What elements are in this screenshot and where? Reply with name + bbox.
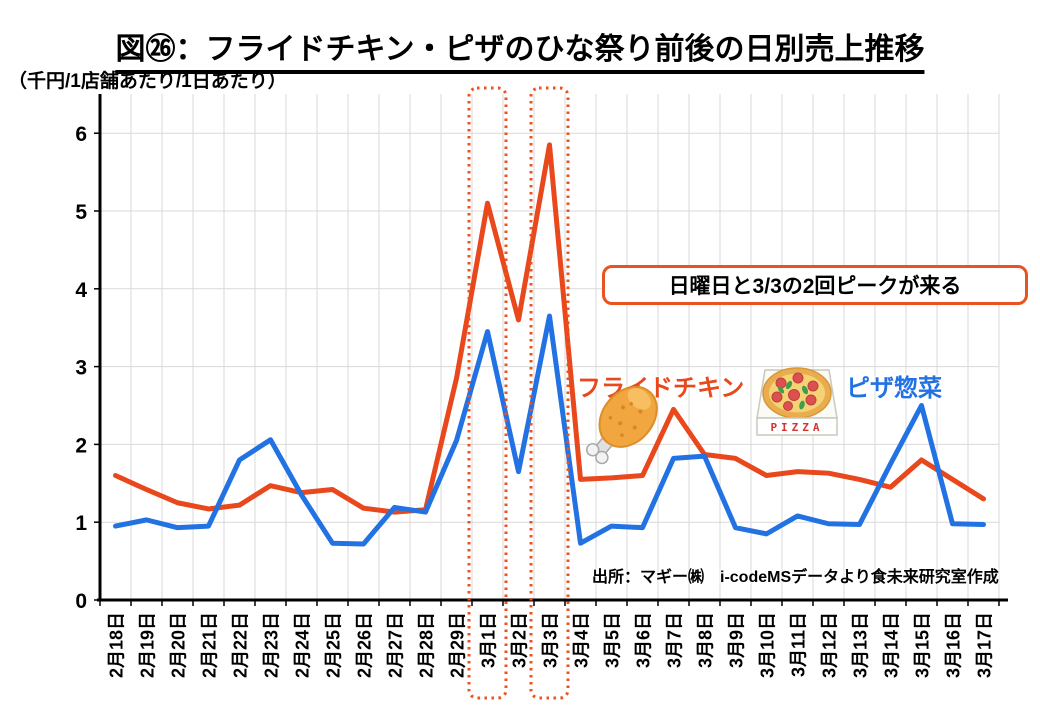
x-tick-label: 3月8日 <box>696 612 716 668</box>
basil-leaves <box>777 380 809 410</box>
x-tick-label: 3月3日 <box>541 612 561 668</box>
x-tick-label: 3月7日 <box>665 612 685 668</box>
x-tick-label: 3月1日 <box>479 612 499 668</box>
x-tick-label: 2月19日 <box>138 612 158 678</box>
x-tick-label: 3月6日 <box>634 612 654 668</box>
drumstick <box>585 385 658 465</box>
x-tick-label: 3月11日 <box>789 612 809 677</box>
highlight-box-1 <box>467 86 508 700</box>
x-tick-label: 2月24日 <box>293 612 313 678</box>
x-tick-label: 2月25日 <box>324 612 344 678</box>
x-tick-label: 2月27日 <box>386 612 406 678</box>
x-tick-label: 3月10日 <box>758 612 778 678</box>
x-tick-label: 2月26日 <box>355 612 375 678</box>
x-tick-label: 3月9日 <box>727 612 747 668</box>
y-tick-label: 6 <box>75 123 87 146</box>
chart-title: 図㉖：フライドチキン・ピザのひな祭り前後の日別売上推移 <box>115 24 925 74</box>
y-axis-unit-label: （千円/1店舗あたり/1日あたり） <box>8 71 287 92</box>
y-tick-label: 5 <box>75 201 87 224</box>
x-tick-label: 3月12日 <box>820 612 840 678</box>
series-line-pizza <box>113 313 986 547</box>
fried-chicken-icon <box>585 385 658 465</box>
y-tick-label: 1 <box>75 512 87 535</box>
x-tick-label: 3月5日 <box>603 612 623 668</box>
x-tick-label: 2月20日 <box>169 612 189 678</box>
x-tick-label: 2月21日 <box>200 612 220 678</box>
series-line-fried-chicken <box>113 142 986 515</box>
x-tick-label: 3月14日 <box>882 612 902 678</box>
x-tick-label: 3月15日 <box>913 612 933 678</box>
y-tick-label: 2 <box>75 434 87 457</box>
x-tick-label: 3月4日 <box>572 612 592 668</box>
legend-label-pizza: ピザ惣菜 <box>846 375 942 402</box>
pizza-box-label: PIZZA <box>770 421 823 434</box>
pizza-box-icon: PIZZA <box>756 367 838 436</box>
legend-label-fried-chicken: フライドチキン <box>577 375 745 402</box>
x-tick-label: 3月16日 <box>944 612 964 678</box>
annotation-text: 日曜日と3/3の2回ピークが来る <box>668 275 962 298</box>
highlight-box-2 <box>529 86 570 700</box>
pepperoni <box>771 372 819 411</box>
x-tick-label: 3月17日 <box>975 612 995 678</box>
y-tick-label: 4 <box>75 279 87 302</box>
x-tick-label: 2月29日 <box>448 612 468 678</box>
x-tick-label: 2月23日 <box>262 612 282 678</box>
x-tick-label: 2月22日 <box>231 612 251 678</box>
x-tick-label: 3月13日 <box>851 612 871 678</box>
annotation-box: 日曜日と3/3の2回ピークが来る <box>602 265 1028 305</box>
y-tick-label: 0 <box>75 590 87 613</box>
x-tick-label: 2月28日 <box>417 612 437 678</box>
y-tick-label: 3 <box>75 357 87 380</box>
source-note: 出所：マギー㈱ i-codeMSデータより食未来研究室作成 <box>592 569 999 586</box>
x-tick-label: 2月18日 <box>107 612 127 678</box>
x-tick-label: 3月2日 <box>510 612 530 668</box>
